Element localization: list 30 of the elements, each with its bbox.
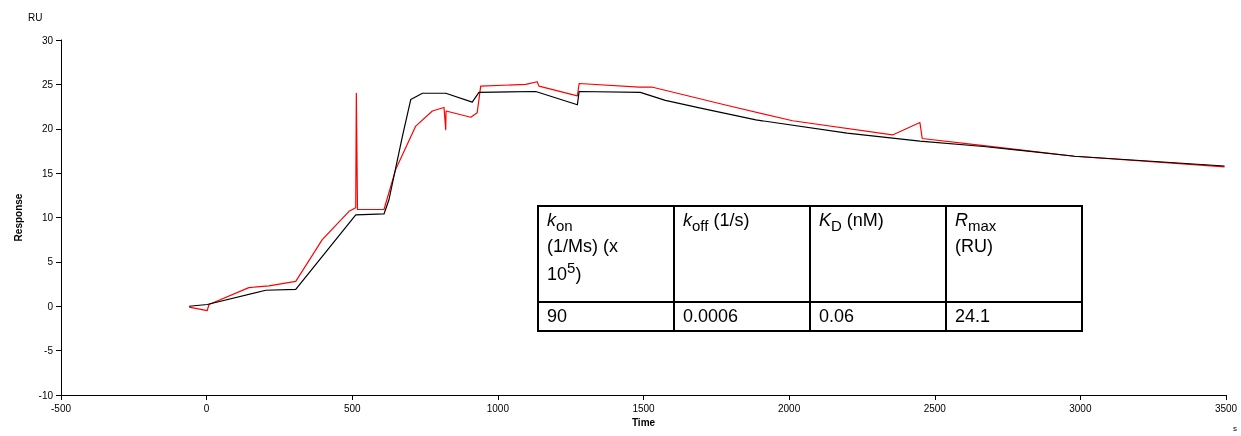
annotation: 0.0006	[683, 306, 739, 327]
x-axis-title: Time	[631, 417, 656, 429]
x-tick-label: 2000	[778, 402, 801, 414]
y-tick-label: -5	[44, 345, 54, 357]
text: s	[1233, 424, 1237, 433]
x-tick-label: 0	[203, 402, 210, 414]
y-tick-label: 20	[41, 123, 54, 135]
annotation: R$_{max}$ (RU)	[955, 210, 998, 257]
y-tick-label: 30	[41, 34, 54, 46]
x-tick-label: 1500	[632, 402, 656, 414]
annotation: k$_{off}$ (1/s)	[683, 210, 750, 236]
x-tick-label: 2500	[923, 402, 947, 414]
x-tick-label: -500	[50, 402, 72, 414]
y-tick-label: 15	[41, 167, 54, 179]
x-tick-label: 3000	[1069, 402, 1092, 414]
y-tick-label: 10	[41, 212, 54, 223]
x-tick-label: 500	[343, 402, 362, 414]
text: RU	[28, 12, 43, 23]
annotation: 0.06	[819, 306, 855, 327]
annotation: 90	[547, 306, 568, 327]
x-tick-label: 3500	[1214, 402, 1238, 414]
y-tick-label: 25	[41, 78, 54, 90]
y-tick-label: -10	[38, 389, 54, 401]
annotation: K$_{D}$ (nM)	[819, 210, 884, 236]
annotation: 24.1	[955, 306, 991, 327]
y-tick-label: 0	[47, 300, 54, 312]
y-tick-label: 5	[47, 256, 54, 268]
annotation: k$_{on}$ (1/Ms) (x 10$^{5}$)	[547, 210, 619, 285]
y-axis-title: Response	[12, 193, 24, 242]
x-tick-label: 1000	[486, 402, 510, 414]
